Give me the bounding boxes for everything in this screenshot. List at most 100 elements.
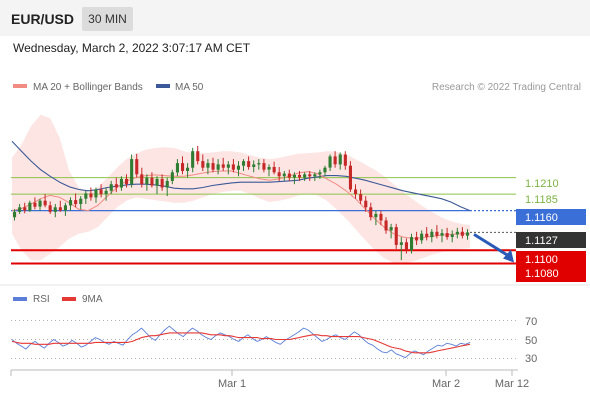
candle-body xyxy=(175,163,179,173)
candle-body xyxy=(38,200,42,207)
candle-body xyxy=(79,198,83,204)
level-label-1185: 1.1185 xyxy=(525,194,558,206)
rsi-tick-50: 50 xyxy=(525,335,537,347)
candle-body xyxy=(282,173,286,177)
candle-body xyxy=(338,154,342,165)
rsi-legend-label: RSI xyxy=(33,294,50,305)
x-tick-mar12: Mar 12 xyxy=(495,378,529,390)
symbol-label: EUR/USD xyxy=(11,11,75,27)
candle-body xyxy=(404,242,408,251)
candle-body xyxy=(420,233,424,241)
x-axis: Mar 1 Mar 2 Mar 12 xyxy=(10,369,529,390)
candle-body xyxy=(211,163,215,170)
x-tick-mar2: Mar 2 xyxy=(432,378,460,390)
candle-body xyxy=(130,159,134,185)
candle-body xyxy=(343,154,347,166)
candle-body xyxy=(13,211,17,218)
ma50-legend-swatch xyxy=(156,84,170,88)
level-label-1127: 1.1127 xyxy=(525,235,558,247)
candle-body xyxy=(354,189,358,195)
x-tick-mar1: Mar 1 xyxy=(218,378,246,390)
candle-body xyxy=(43,200,47,206)
candle-body xyxy=(247,161,251,167)
candle-body xyxy=(135,159,139,175)
candle-body xyxy=(379,213,383,221)
rsi-legend-swatch xyxy=(13,297,27,301)
candle-body xyxy=(23,207,27,211)
candle-body xyxy=(399,242,403,245)
candle-body xyxy=(109,184,113,191)
candle-body xyxy=(374,213,378,218)
candle-body xyxy=(410,237,414,251)
main-legend: MA 20 + Bollinger Bands MA 50 Research ©… xyxy=(13,82,581,93)
rsi-ticks: 70 50 30 xyxy=(525,316,537,365)
candle-body xyxy=(63,205,67,211)
candle-body xyxy=(196,151,200,162)
candle-body xyxy=(89,193,93,198)
timeframe-button[interactable]: 30 MIN xyxy=(82,7,133,31)
candle-body xyxy=(216,164,220,170)
candle-body xyxy=(298,174,302,178)
candle-body xyxy=(181,163,185,171)
candle-body xyxy=(170,172,174,181)
candle-body xyxy=(262,163,266,170)
candle-body xyxy=(74,200,78,205)
candle-body xyxy=(160,178,164,188)
candle-body xyxy=(277,172,281,177)
candle-body xyxy=(328,156,332,168)
candle-body xyxy=(308,174,312,177)
level-label-1160: 1.1160 xyxy=(525,212,558,224)
rsi-plot xyxy=(11,320,516,359)
candle-body xyxy=(69,200,73,206)
candle-body xyxy=(18,207,22,212)
level-labels: 1.1210 1.1185 1.1160 1.1127 1.1100 1.108… xyxy=(516,178,586,282)
candle-body xyxy=(272,167,276,173)
candle-body xyxy=(119,178,123,188)
candle-body xyxy=(165,180,169,188)
candle-body xyxy=(84,193,88,199)
ma50-legend-label: MA 50 xyxy=(175,82,204,93)
ma20-legend-swatch xyxy=(13,84,27,88)
candle-body xyxy=(450,234,454,237)
chart-header: EUR/USD 30 MIN xyxy=(0,0,590,36)
candle-body xyxy=(435,231,439,236)
level-label-1080: 1.1080 xyxy=(525,268,559,280)
candle-body xyxy=(58,207,62,211)
pivot-badge xyxy=(516,209,586,225)
candle-body xyxy=(221,164,225,168)
candle-body xyxy=(242,161,246,166)
candle-body xyxy=(206,163,210,168)
candle-body xyxy=(333,156,337,165)
candle-body xyxy=(445,233,449,238)
candle-body xyxy=(348,165,352,190)
candle-body xyxy=(186,167,190,171)
rsima-legend-label: 9MA xyxy=(82,294,103,305)
bollinger-band xyxy=(12,114,470,264)
candle-body xyxy=(140,174,144,185)
current-badge xyxy=(516,232,586,248)
candle-body xyxy=(257,163,261,165)
candle-body xyxy=(236,165,240,170)
candle-body xyxy=(359,194,363,201)
candle-body xyxy=(94,189,98,198)
candle-body xyxy=(191,151,195,168)
candle-body xyxy=(155,178,159,186)
candle-body xyxy=(150,177,154,186)
candle-body xyxy=(455,231,459,235)
rsi-tick-30: 30 xyxy=(525,353,537,365)
candle-body xyxy=(267,167,271,170)
ma50-line xyxy=(11,140,471,212)
projection-arrow-shaft xyxy=(473,233,509,257)
candle-body xyxy=(104,190,108,195)
candle-body xyxy=(415,237,419,241)
candle-body xyxy=(425,233,429,237)
rsi-legend: RSI 9MA xyxy=(13,294,103,305)
level-label-1100: 1.1100 xyxy=(525,254,558,266)
candle-body xyxy=(313,174,317,177)
candle-body xyxy=(125,178,129,185)
candle-body xyxy=(384,220,388,231)
candle-body xyxy=(99,189,103,195)
rsi-line xyxy=(11,325,471,359)
ma20-line xyxy=(11,170,470,239)
